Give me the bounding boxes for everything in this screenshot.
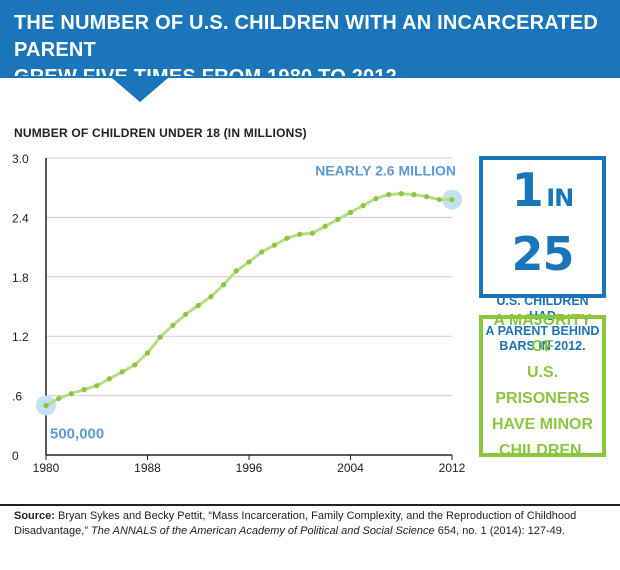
one-in-25-figure: 1 IN 25 xyxy=(483,164,602,292)
y-axis-label: NUMBER OF CHILDREN UNDER 18 (IN MILLIONS… xyxy=(14,126,307,140)
x-tick-label: 1980 xyxy=(33,461,60,475)
title-line-1: THE NUMBER OF U.S. CHILDREN WITH AN INCA… xyxy=(14,12,599,61)
data-point xyxy=(398,191,404,197)
stat-one: 1 xyxy=(511,163,544,217)
y-tick-label: 1.8 xyxy=(12,271,29,285)
data-point xyxy=(259,249,265,255)
data-point xyxy=(94,383,100,389)
y-tick-label: 1.2 xyxy=(12,330,29,344)
data-point xyxy=(424,194,430,200)
data-point xyxy=(385,192,392,198)
data-point xyxy=(449,196,455,203)
stat-caption-line-3: BARS IN 2012. xyxy=(499,339,586,353)
majority-line-3: HAVE MINOR xyxy=(491,416,594,433)
data-point xyxy=(68,391,74,397)
y-tick-label: 3.0 xyxy=(12,152,29,166)
data-point xyxy=(360,202,366,209)
data-point xyxy=(271,242,277,248)
source-journal: The ANNALS of the American Academy of Po… xyxy=(91,525,435,537)
x-tick-label: 1988 xyxy=(134,461,161,475)
data-point xyxy=(182,311,189,318)
data-point xyxy=(411,192,417,198)
end-annotation: NEARLY 2.6 MILLION xyxy=(315,163,456,179)
source-label: Source: xyxy=(14,510,55,522)
data-point xyxy=(132,362,138,368)
data-point xyxy=(246,259,252,265)
data-point xyxy=(233,268,239,274)
y-tick-label: 2.4 xyxy=(12,211,29,225)
source-text-1: Bryan Sykes and Becky Pettit, “Mass Inca… xyxy=(14,510,577,537)
source-divider xyxy=(0,504,620,506)
majority-text: A MAJORITY OF U.S. PRISONERS HAVE MINOR … xyxy=(483,308,602,464)
stat-caption: U.S. CHILDREN HAD A PARENT BEHIND BARS I… xyxy=(483,294,602,354)
stat-caption-line-1: U.S. CHILDREN HAD xyxy=(496,294,589,323)
data-point xyxy=(297,231,303,237)
banner-notch xyxy=(0,76,620,102)
data-point xyxy=(309,230,316,236)
data-point xyxy=(56,395,62,402)
data-point xyxy=(119,369,125,375)
data-point xyxy=(81,387,87,393)
data-point xyxy=(157,334,163,340)
data-point xyxy=(373,195,379,202)
source-citation: Source: Bryan Sykes and Becky Pettit, “M… xyxy=(14,509,610,539)
series-line xyxy=(45,192,452,407)
majority-box: A MAJORITY OF U.S. PRISONERS HAVE MINOR … xyxy=(479,312,606,459)
data-point xyxy=(436,196,442,203)
data-point xyxy=(284,235,290,241)
stat-twentyfive: 25 xyxy=(511,227,574,281)
data-point xyxy=(221,282,227,288)
y-tick-label: .6 xyxy=(12,390,22,404)
data-point xyxy=(43,402,49,409)
x-tick-label: 2012 xyxy=(439,461,466,475)
stat-caption-line-2: A PARENT BEHIND xyxy=(485,324,600,338)
source-text-2: 654, no. 1 (2014): 127-49. xyxy=(434,525,565,537)
x-tick-label: 1996 xyxy=(236,461,263,475)
start-annotation: 500,000 xyxy=(50,426,104,443)
one-in-25-box: 1 IN 25 U.S. CHILDREN HAD A PARENT BEHIN… xyxy=(479,156,606,353)
data-point xyxy=(322,223,328,229)
x-tick-label: 2004 xyxy=(337,461,364,475)
data-point xyxy=(195,302,201,309)
majority-line-2: U.S. PRISONERS xyxy=(495,364,590,407)
majority-line-1: A MAJORITY OF xyxy=(493,312,592,355)
data-point xyxy=(170,322,176,328)
data-point xyxy=(106,376,113,382)
stat-in: IN xyxy=(546,184,574,212)
data-point xyxy=(208,294,214,300)
majority-line-4: CHILDREN. xyxy=(498,442,587,459)
y-tick-label: 0 xyxy=(12,449,19,463)
data-point xyxy=(347,209,354,216)
data-point xyxy=(144,350,151,356)
line-chart: 0 .6 1.2 1.8 2.4 3.0 1980 1988 1996 2004 2012 500,0… xyxy=(12,152,466,475)
data-point xyxy=(335,216,341,222)
header-banner: THE NUMBER OF U.S. CHILDREN WITH AN INCA… xyxy=(0,0,620,88)
